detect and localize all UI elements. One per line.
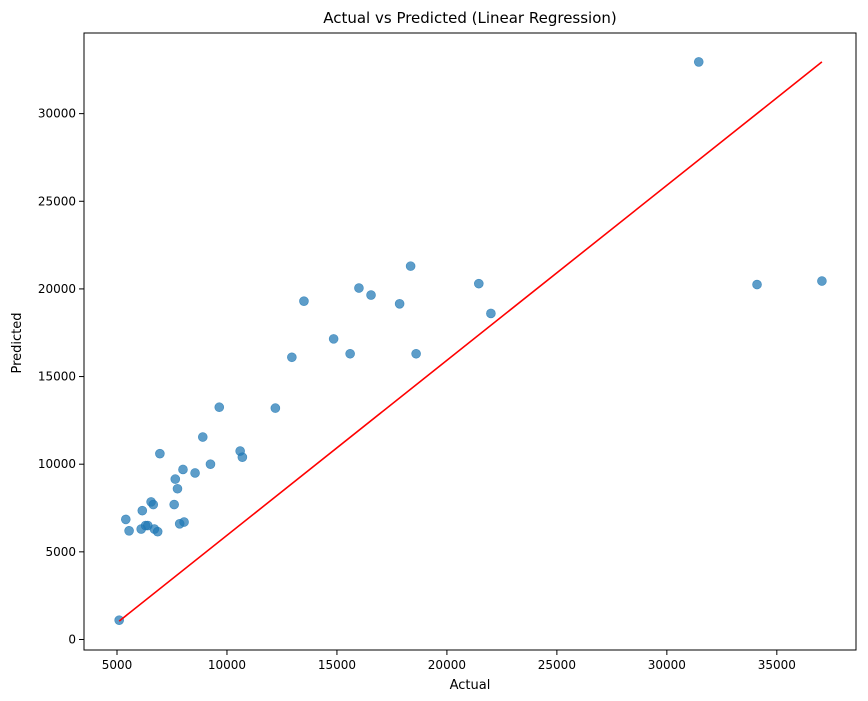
data-point [137,505,148,516]
data-point [752,279,762,290]
data-point [170,474,181,484]
x-tick-label: 15000 [318,658,356,672]
data-point [120,514,131,525]
x-tick-label: 30000 [648,658,686,672]
plot-area [114,57,827,626]
y-axis: 0 5000 10000 15000 20000 25000 30000 [38,107,84,646]
data-point [205,459,216,469]
plot-frame [83,32,857,651]
data-point [486,308,496,319]
data-point [345,348,355,359]
data-point [178,464,188,475]
data-point [328,334,339,344]
fit-line [118,61,823,622]
x-axis: 5000 10000 15000 20000 25000 30000 35000 [102,650,796,672]
data-point [124,526,134,536]
data-point [270,403,281,413]
x-tick-label: 25000 [538,658,576,672]
data-point [148,499,159,510]
y-tick-label: 30000 [38,107,76,121]
data-point [152,526,163,537]
data-point [473,278,484,289]
data-point [817,276,827,286]
data-point [179,517,189,527]
data-point [366,290,376,300]
x-tick-label: 10000 [208,658,246,672]
y-tick-label: 25000 [38,194,76,208]
chart-title: Actual vs Predicted (Linear Regression) [323,9,617,27]
data-point [411,348,421,359]
data-point [299,296,309,306]
data-point [155,448,165,459]
data-point [197,432,208,442]
x-axis-title: Actual [450,678,491,693]
data-point [214,402,225,413]
x-tick-label: 35000 [758,658,796,672]
data-point [287,352,297,363]
y-tick-label: 15000 [38,370,76,384]
data-point [693,57,704,67]
y-tick-label: 20000 [38,282,76,296]
data-point [172,483,183,494]
y-axis-title: Predicted [10,312,25,373]
data-point [190,468,200,478]
data-point [354,283,364,293]
data-point [169,499,179,510]
x-tick-label: 20000 [428,658,466,672]
y-tick-label: 10000 [38,457,76,471]
data-point [237,452,248,462]
data-point [405,261,416,271]
y-tick-label: 5000 [45,545,76,559]
data-point [394,299,405,309]
y-tick-label: 0 [68,632,76,646]
x-tick-label: 5000 [102,658,133,672]
